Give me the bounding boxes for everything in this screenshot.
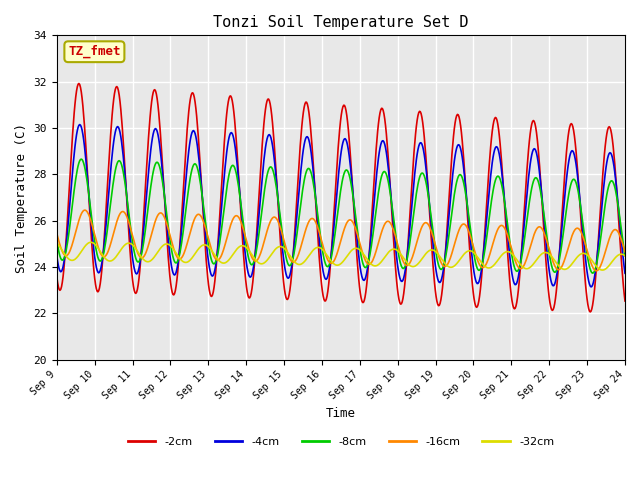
-4cm (411, 170, 419, 176)
-16cm (63, 252, 71, 258)
-32cm (53, 240, 61, 246)
-32cm (428, 247, 435, 253)
-16cm (411, 247, 419, 252)
-16cm (428, 228, 435, 234)
-4cm (210, 270, 218, 276)
-8cm (63, 242, 71, 248)
-32cm (87, 240, 95, 245)
-8cm (180, 222, 188, 228)
-8cm (122, 190, 130, 195)
-16cm (593, 268, 600, 274)
-16cm (53, 230, 61, 236)
-32cm (598, 267, 606, 273)
Text: TZ_fmet: TZ_fmet (68, 45, 121, 59)
-32cm (63, 254, 71, 260)
Y-axis label: Soil Temperature (C): Soil Temperature (C) (15, 122, 28, 273)
-8cm (621, 253, 629, 259)
-4cm (63, 233, 71, 239)
Legend: -2cm, -4cm, -8cm, -16cm, -32cm: -2cm, -4cm, -8cm, -16cm, -32cm (123, 432, 559, 451)
-4cm (180, 199, 188, 204)
-2cm (53, 274, 61, 279)
-16cm (180, 251, 188, 256)
-4cm (621, 270, 629, 276)
-4cm (76, 122, 84, 128)
-2cm (75, 81, 83, 86)
-4cm (53, 252, 61, 258)
-32cm (122, 241, 130, 247)
-8cm (77, 156, 85, 162)
-8cm (53, 237, 61, 243)
-16cm (81, 207, 89, 213)
-2cm (63, 223, 71, 229)
Line: -32cm: -32cm (57, 242, 625, 270)
-4cm (428, 224, 435, 229)
-32cm (621, 253, 629, 259)
Line: -8cm: -8cm (57, 159, 625, 273)
-4cm (122, 188, 130, 193)
-2cm (210, 285, 218, 290)
-2cm (122, 189, 130, 195)
-8cm (411, 202, 419, 208)
-2cm (586, 309, 594, 315)
-8cm (428, 216, 435, 222)
-4cm (587, 284, 595, 290)
Line: -2cm: -2cm (57, 84, 625, 312)
Title: Tonzi Soil Temperature Set D: Tonzi Soil Temperature Set D (213, 15, 468, 30)
X-axis label: Time: Time (326, 407, 356, 420)
-16cm (621, 249, 629, 255)
-2cm (180, 174, 188, 180)
-32cm (180, 259, 188, 265)
-32cm (210, 251, 218, 257)
-8cm (210, 261, 218, 267)
-16cm (122, 213, 130, 218)
-16cm (210, 253, 218, 259)
-2cm (621, 298, 629, 304)
-8cm (589, 270, 596, 276)
-2cm (428, 239, 435, 245)
-2cm (411, 140, 419, 145)
Line: -16cm: -16cm (57, 210, 625, 271)
-32cm (411, 264, 419, 269)
Line: -4cm: -4cm (57, 125, 625, 287)
